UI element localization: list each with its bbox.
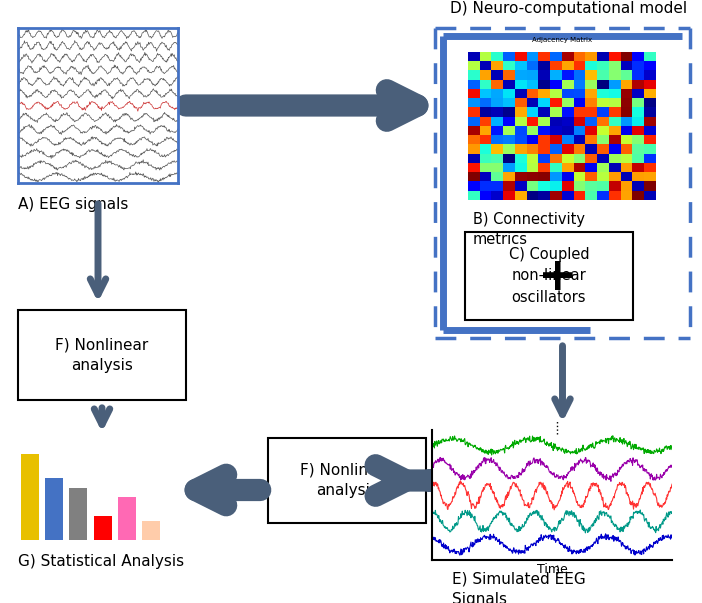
- Text: F) Nonlinear
analysis: F) Nonlinear analysis: [300, 463, 394, 499]
- Text: Adjacency Matrix: Adjacency Matrix: [532, 37, 592, 43]
- Text: C) Coupled
non-linear
oscillators: C) Coupled non-linear oscillators: [509, 247, 589, 305]
- Text: G) Statistical Analysis: G) Statistical Analysis: [18, 554, 184, 569]
- Bar: [21, 454, 39, 540]
- Text: +: +: [538, 256, 577, 300]
- Bar: [45, 478, 63, 540]
- Text: B) Connectivity
metrics: B) Connectivity metrics: [473, 212, 585, 247]
- Text: F) Nonlinear
analysis: F) Nonlinear analysis: [55, 337, 149, 373]
- Text: D) Neuro-computational model: D) Neuro-computational model: [450, 1, 687, 16]
- FancyBboxPatch shape: [18, 310, 186, 400]
- FancyBboxPatch shape: [268, 438, 426, 523]
- Bar: [69, 488, 88, 540]
- Bar: [93, 516, 112, 540]
- Bar: [142, 521, 160, 540]
- FancyBboxPatch shape: [465, 232, 633, 320]
- X-axis label: Time: Time: [536, 563, 567, 576]
- Bar: [118, 497, 135, 540]
- Text: E) Simulated EEG
Signals: E) Simulated EEG Signals: [452, 572, 585, 603]
- Text: A) EEG signals: A) EEG signals: [18, 197, 128, 212]
